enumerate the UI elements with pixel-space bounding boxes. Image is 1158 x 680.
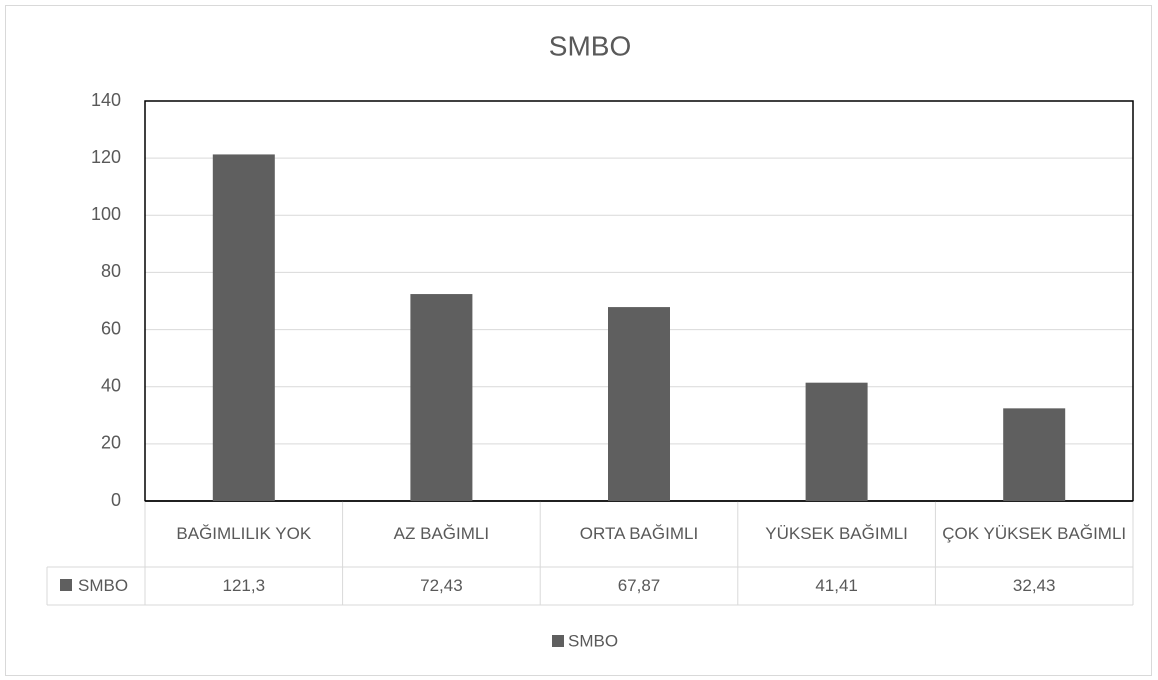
bar <box>410 294 473 501</box>
chart-title: SMBO <box>549 30 631 61</box>
y-tick-label: 60 <box>101 318 121 338</box>
y-tick-label: 100 <box>91 204 121 224</box>
table-value: 32,43 <box>1012 576 1056 595</box>
bar <box>1003 408 1066 501</box>
category-label: ORTA BAĞIMLI <box>579 524 699 543</box>
table-series-name: SMBO <box>78 576 129 595</box>
bar <box>212 154 275 501</box>
y-tick-label: 20 <box>101 433 121 453</box>
legend-label: SMBO <box>568 631 618 650</box>
table-value: 67,87 <box>617 576 661 595</box>
table-value: 121,3 <box>222 576 266 595</box>
category-label: BAĞIMLILIK YOK <box>176 524 312 543</box>
y-tick-label: 120 <box>91 147 121 167</box>
y-tick-label: 0 <box>111 490 121 510</box>
y-tick-label: 80 <box>101 261 121 281</box>
legend-key <box>552 635 564 647</box>
y-tick-label: 140 <box>91 90 121 110</box>
table-value: 41,41 <box>815 576 858 595</box>
category-label: ÇOK YÜKSEK BAĞIMLI <box>942 524 1127 543</box>
bar <box>805 382 868 501</box>
y-tick-label: 40 <box>101 375 121 395</box>
category-label: AZ BAĞIMLI <box>393 524 490 543</box>
table-value: 72,43 <box>420 576 463 595</box>
legend-key <box>60 579 72 591</box>
bar <box>608 307 670 501</box>
chart-border <box>5 5 1152 676</box>
category-label: YÜKSEK BAĞIMLI <box>765 524 908 543</box>
